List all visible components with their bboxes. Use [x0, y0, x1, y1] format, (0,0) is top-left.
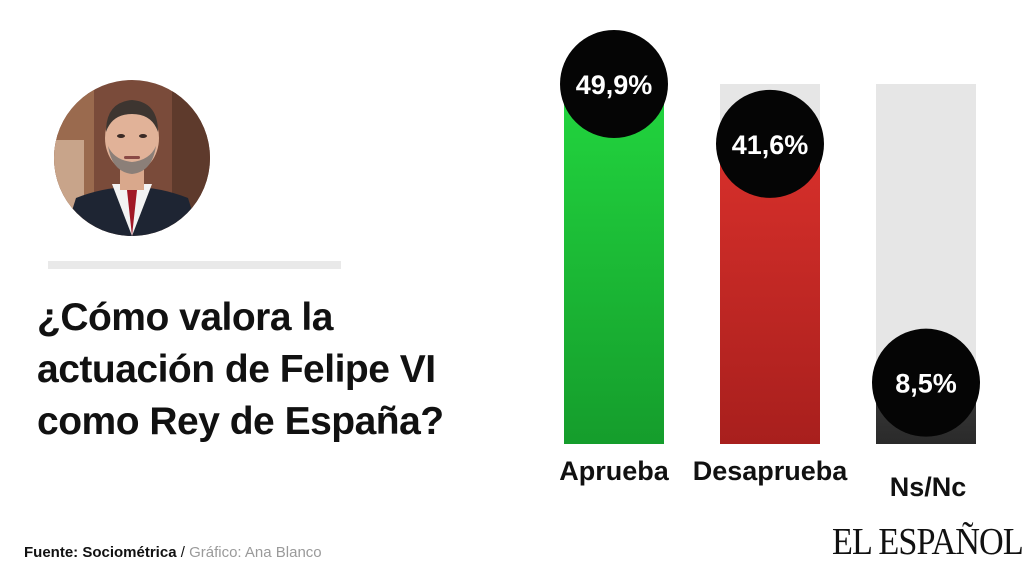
value-label-0: 49,9% — [576, 70, 653, 100]
value-bubble-1 — [716, 89, 824, 198]
source-note: Fuente: Sociométrica / Gráfico: Ana Blan… — [24, 544, 322, 561]
el-espanol-logo: EL ESPAÑOL — [832, 521, 1024, 563]
value-bubble-2 — [872, 328, 980, 437]
value-label-2: 8,5% — [895, 369, 957, 399]
category-label-2: Ns/Nc — [890, 472, 967, 502]
source-separator: / — [176, 544, 190, 561]
source-label: Fuente: Sociométrica — [24, 544, 177, 561]
value-label-1: 41,6% — [732, 130, 809, 160]
source-credit: Gráfico: Ana Blanco — [189, 544, 322, 561]
chart-title: ¿Cómo valora la actuación de Felipe VI c… — [37, 296, 444, 443]
value-bubble-0 — [560, 30, 668, 138]
portrait-photo — [54, 80, 210, 236]
category-label-0: Aprueba — [559, 456, 670, 486]
divider — [48, 261, 341, 269]
category-label-1: Desaprueba — [693, 456, 849, 486]
bar-aprueba — [564, 84, 664, 444]
